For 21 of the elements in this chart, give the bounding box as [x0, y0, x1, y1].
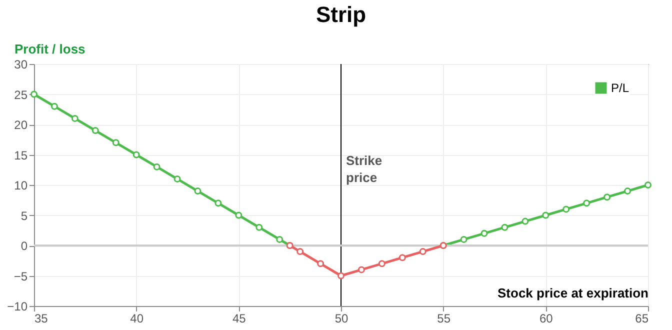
x-axis-title: Stock price at expiration [498, 286, 649, 300]
x-tick-label: 35 [34, 312, 48, 326]
y-tick-label: 0 [20, 239, 28, 253]
y-tick-label: −10 [7, 300, 28, 314]
x-tick-label: 40 [130, 312, 144, 326]
x-tick-label: 50 [334, 312, 348, 326]
legend-label: P/L [611, 81, 630, 95]
ref-line-label: Strike price [346, 152, 382, 185]
y-tick-label: 15 [14, 148, 28, 162]
y-tick-label: 5 [20, 208, 28, 223]
x-tick-label: 55 [437, 312, 451, 326]
y-tick-label: 25 [14, 88, 28, 102]
x-tick-label: 60 [539, 312, 554, 326]
y-tick-label: 30 [14, 58, 28, 72]
y-tick-label: −5 [14, 269, 28, 284]
y-tick-label: 10 [14, 178, 28, 192]
y-axis-title: Profit / loss [14, 42, 86, 56]
x-tick-label: 65 [635, 312, 649, 326]
y-tick-label: 20 [14, 118, 28, 132]
x-tick-label: 45 [232, 312, 246, 326]
chart-title: Strip [316, 2, 366, 27]
